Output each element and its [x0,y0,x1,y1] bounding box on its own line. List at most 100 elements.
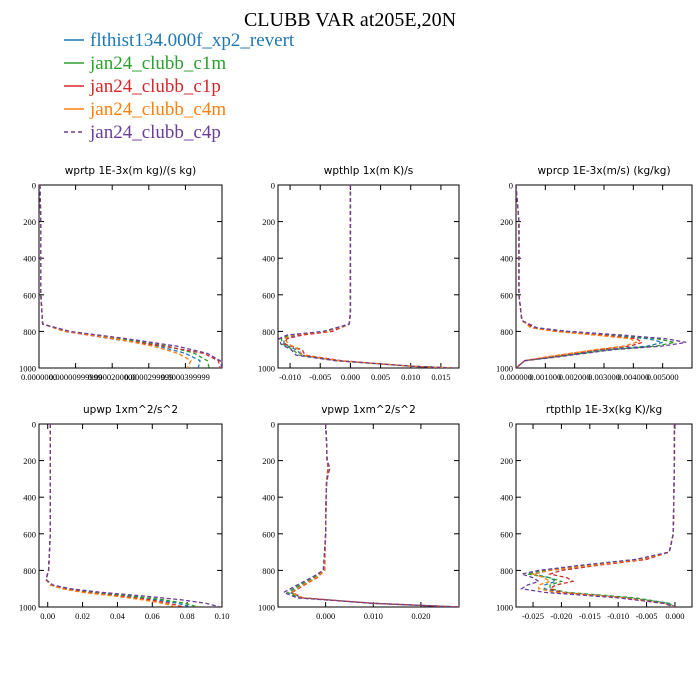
series-line-4 [45,424,221,607]
legend-label-2: jan24_clubb_c1p [89,76,221,97]
y-tick-label: 800 [500,566,513,576]
x-tick-label: -0.010 [279,372,301,382]
series-line-3 [290,424,459,607]
series-line-1 [516,185,675,368]
x-tick-label: -0.020 [550,611,572,621]
x-tick-label: 0.010 [401,372,420,382]
panel-title: wprcp 1E-3x(m/s) (kg/kg) [537,165,670,177]
x-tick-label: 0.005 [371,372,390,382]
x-tick-label: 0.000000 [500,372,532,382]
panel-title: vpwp 1xm^2/s^2 [321,404,416,416]
y-tick-label: 0 [32,181,36,191]
y-tick-label: 400 [500,254,513,264]
series-line-1 [527,424,676,607]
y-tick-label: 600 [500,529,513,539]
panel-title: rtpthlp 1E-3x(kg K)/kg [546,404,662,416]
series-line-4 [278,185,453,368]
panel-2: wprcp 1E-3x(m/s) (kg/kg) 0 200 400 600 800 100… [496,165,693,382]
y-tick-label: 200 [262,456,275,466]
x-tick-label: 0.00 [40,611,55,621]
x-tick-label: 0.020 [411,611,430,621]
x-tick-label: -0.010 [607,611,629,621]
series-line-2 [45,424,184,607]
x-tick-label: -0.005 [309,372,331,382]
y-tick-label: 800 [23,566,36,576]
x-tick-label: -0.025 [522,611,544,621]
y-tick-label: 0 [509,420,513,430]
y-tick-label: 800 [500,327,513,337]
x-tick-label: 0.10 [215,611,230,621]
y-tick-label: 0 [509,181,513,191]
x-tick-label: 0.002000 [559,372,591,382]
x-tick-label: 0.0000000 [21,372,57,382]
y-tick-label: 0 [271,181,275,191]
y-tick-label: 800 [23,327,36,337]
x-tick-label: 0.000 [316,611,335,621]
y-tick-label: 200 [500,217,513,227]
series-line-4 [282,424,459,607]
y-tick-label: 600 [262,529,275,539]
y-tick-label: 400 [262,254,275,264]
y-tick-label: 1000 [496,364,513,374]
x-tick-label: 0.001000 [529,372,561,382]
series-line-3 [45,424,177,607]
series-line-0 [39,185,201,368]
y-tick-label: 200 [23,456,36,466]
y-tick-label: 200 [500,456,513,466]
y-tick-label: 1000 [496,603,513,613]
x-tick-label: 0.04 [110,611,126,621]
x-tick-label: 0.010 [364,611,383,621]
x-tick-label: 0.06 [145,611,160,621]
legend-label-3: jan24_clubb_c4m [89,99,226,120]
y-tick-label: 600 [262,290,275,300]
y-tick-label: 600 [23,529,36,539]
panel-4: vpwp 1xm^2/s^2 0 200 400 600 800 1000 0.000 0.01… [258,404,460,621]
x-tick-label: 0.004000 [617,372,649,382]
panel-1: wpthlp 1x(m K)/s 0 200 400 600 800 1000 -0.010-… [258,165,460,382]
y-tick-label: 0 [32,420,36,430]
y-tick-label: 200 [23,217,36,227]
y-tick-label: 0 [271,420,275,430]
plot-frame [277,423,460,608]
plot-frame [38,423,223,608]
x-tick-label: 0.015 [431,372,450,382]
x-tick-label: 0.0000200000 [88,372,137,382]
y-tick-label: 600 [500,290,513,300]
x-tick-label: -0.015 [579,611,601,621]
series-line-1 [280,185,453,368]
series-line-0 [288,424,459,607]
series-line-1 [286,424,459,607]
panel-5: rtpthlp 1E-3x(kg K)/kg02004006008001000-… [496,404,693,621]
x-tick-label: 0.000 [665,611,684,621]
series-line-2 [516,185,644,368]
series-line-2 [547,424,676,607]
y-tick-label: 800 [262,327,275,337]
panel-0: wprtp 1E-3x(m kg)/(s kg) 0 200 400 600 800 100… [19,165,223,382]
plot-frame [515,423,693,608]
y-tick-label: 400 [262,493,275,503]
x-tick-label: 0.000 [341,372,360,382]
x-tick-label: 0.00000999999 [49,372,102,382]
series-line-0 [45,424,191,607]
x-tick-label: -0.005 [636,611,658,621]
y-tick-label: 1000 [19,364,36,374]
series-line-2 [284,185,453,368]
panel-3: upwp 1xm^2/s^2 0 200 400 600 800 1000 0.00 0.02 0… [19,404,229,621]
series-line-4 [519,424,676,607]
y-tick-label: 200 [262,217,275,227]
series-line-3 [282,185,453,368]
y-tick-label: 400 [23,493,36,503]
plot-frame [38,184,223,369]
legend-label-1: jan24_clubb_c1m [89,53,226,74]
plot-frame [277,184,460,369]
y-tick-label: 400 [500,493,513,503]
panel-title: wpthlp 1x(m K)/s [324,165,414,177]
x-tick-label: 0.0000399999 [161,372,210,382]
y-tick-label: 800 [262,566,275,576]
series-line-3 [39,185,192,368]
x-tick-label: 0.005000 [647,372,679,382]
x-tick-label: 0.003000 [588,372,620,382]
legend-label-0: flthist134.000f_xp2_revert [90,30,295,51]
series-line-3 [516,185,638,368]
